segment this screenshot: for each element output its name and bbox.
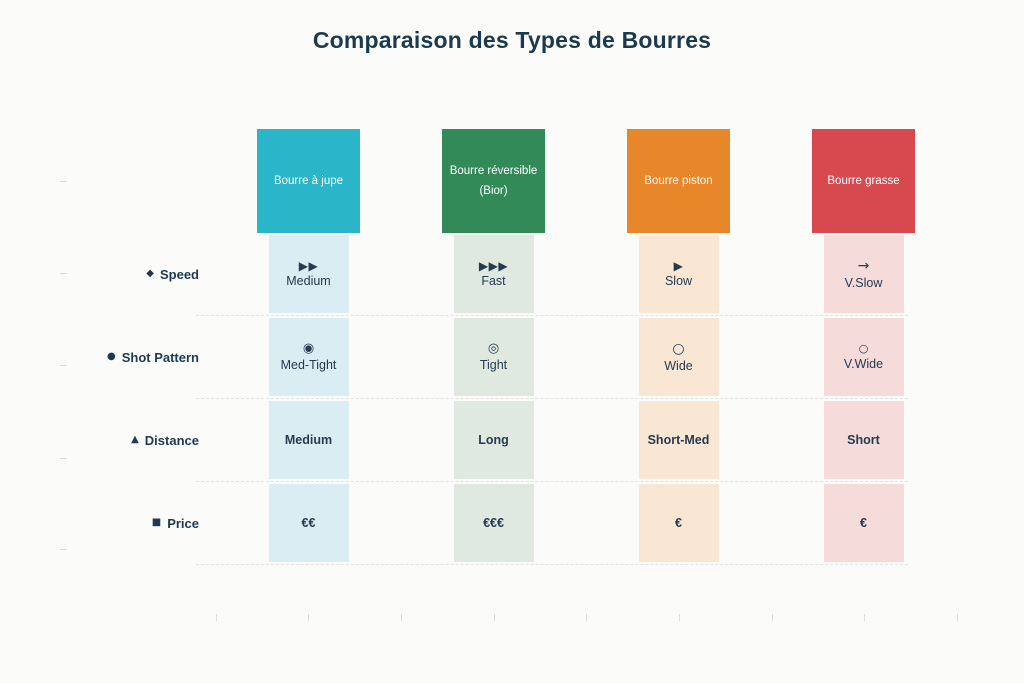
y-axis-tick (60, 549, 67, 550)
x-axis-tick (957, 614, 958, 621)
play-double-icon: ▶▶ (298, 258, 319, 273)
row-separator-line (196, 564, 908, 565)
cell-value: Slow (664, 274, 693, 289)
table-cell: €€ (268, 484, 349, 562)
x-axis-tick (771, 614, 773, 621)
column-header: Bourre piston (627, 129, 730, 233)
cell-value: € (860, 516, 867, 530)
row-separator-line (196, 315, 908, 316)
cell-value: Fast (481, 274, 506, 289)
table-cell: Medium (268, 401, 349, 479)
x-axis-tick (215, 614, 217, 621)
bullseye-icon: ◎ (487, 341, 500, 357)
circle-icon: ● (106, 351, 116, 362)
y-axis-tick (60, 365, 67, 366)
table-cell: €€€ (453, 484, 534, 562)
x-axis-tick (586, 614, 588, 621)
x-axis-tick (679, 614, 680, 621)
play-triple-icon: ▶▶▶ (478, 258, 509, 273)
table-cell: ▶▶▶ Fast (453, 235, 534, 313)
table-cell: ◎ Tight (453, 318, 534, 396)
row-label-text: Speed (159, 266, 199, 282)
triangle-icon: ▲ (131, 434, 139, 445)
table-cell: → V.Slow (823, 235, 904, 313)
row-label-text: Price (167, 515, 199, 531)
row-header: ▲ Distance (131, 430, 199, 450)
x-axis-tick (493, 614, 495, 621)
table-cell: ○ Wide (638, 318, 719, 396)
cell-value: Med-Tight (280, 357, 337, 372)
y-axis-tick (60, 458, 67, 459)
row-separator-line (196, 481, 908, 482)
row-label-text: Distance (144, 432, 199, 448)
cell-value: €€€ (483, 516, 504, 530)
x-axis-tick (864, 614, 866, 621)
cell-value: € (675, 516, 682, 530)
chart-title: Comparaison des Types de Bourres (312, 27, 712, 53)
cell-value: Short (847, 433, 880, 447)
circle-icon: ○ (672, 341, 685, 358)
table-cell: Short (823, 401, 904, 479)
column-header: Bourre à jupe (257, 129, 360, 233)
play-single-icon: ▶ (673, 258, 684, 273)
row-separator-line (196, 398, 908, 399)
table-cell: ▶ Slow (638, 235, 719, 313)
cell-value: Long (478, 433, 509, 447)
cell-value: V.Wide (843, 356, 884, 371)
x-axis-tick (401, 614, 402, 621)
row-header: ● Shot Pattern (107, 347, 199, 367)
table-cell: € (638, 484, 719, 562)
circle-small-icon: ○ (858, 342, 869, 356)
x-axis-tick (308, 614, 310, 621)
square-icon: ■ (151, 517, 162, 528)
diamond-icon: ◆ (146, 268, 154, 279)
column-header: Bourre grasse (812, 129, 915, 233)
cell-value: Medium (286, 274, 331, 289)
row-header: ■ Price (152, 513, 199, 533)
cell-value: Wide (664, 358, 693, 373)
row-header: ◆ Speed (146, 264, 199, 284)
table-cell: Long (453, 401, 534, 479)
cell-value: Short-Med (647, 433, 710, 447)
cell-value: Medium (284, 433, 333, 447)
cell-value: V.Slow (844, 275, 883, 290)
arrow-right-icon: → (857, 258, 870, 275)
table-cell: ▶▶ Medium (268, 235, 349, 313)
table-cell: ○ V.Wide (823, 318, 904, 396)
y-axis-tick (60, 273, 67, 274)
cell-value: €€ (301, 516, 316, 530)
row-label-text: Shot Pattern (121, 349, 199, 365)
table-cell: Short-Med (638, 401, 719, 479)
y-axis-tick (60, 181, 67, 182)
fisheye-icon: ◉ (302, 341, 315, 357)
cell-value: Tight (479, 357, 508, 372)
table-cell: € (823, 484, 904, 562)
column-header: Bourre réversible (Bior) (442, 129, 545, 233)
table-cell: ◉ Med-Tight (268, 318, 349, 396)
